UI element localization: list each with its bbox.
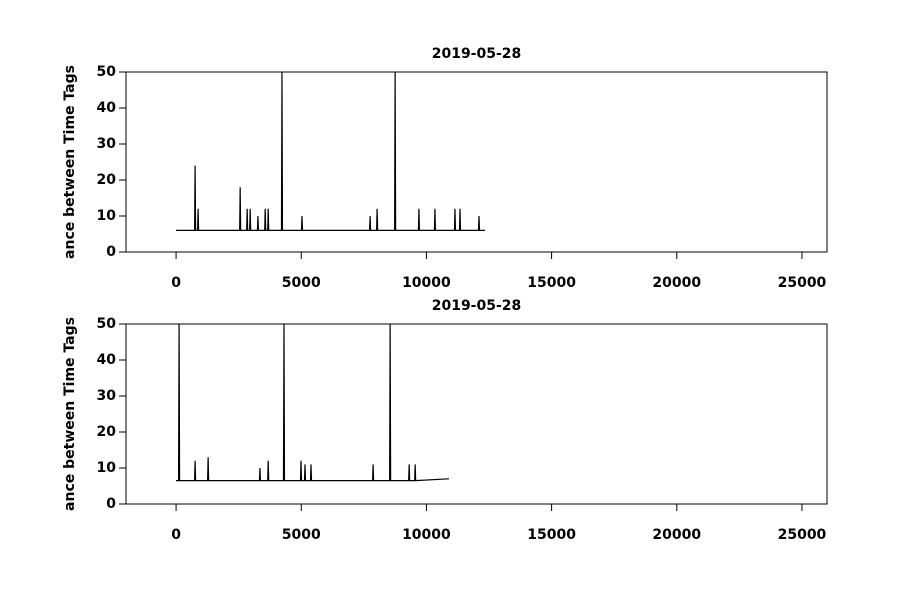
x-tick-label: 20000	[652, 527, 701, 543]
y-tick-label: 40	[97, 100, 117, 116]
plot-frame	[125, 323, 828, 505]
y-axis-label: ance between Time Tags	[62, 317, 78, 511]
x-tick-label: 5000	[282, 527, 321, 543]
y-tick-label: 40	[97, 352, 117, 368]
chart-title: 2019-05-28	[432, 46, 522, 62]
x-tick-label: 20000	[652, 275, 701, 291]
data-line	[176, 71, 486, 231]
x-tick-label: 15000	[527, 527, 576, 543]
x-tick-label: 0	[171, 275, 181, 291]
y-tick-label: 50	[97, 64, 117, 80]
y-tick-label: 0	[106, 496, 116, 512]
x-tick-label: 15000	[527, 275, 576, 291]
x-tick-label: 25000	[778, 527, 827, 543]
y-tick-label: 10	[97, 460, 117, 476]
x-tick-label: 0	[171, 527, 181, 543]
data-line	[176, 323, 449, 482]
y-tick-label: 10	[97, 208, 117, 224]
y-tick-label: 30	[97, 136, 117, 152]
plot-frame	[125, 71, 828, 253]
y-tick-label: 0	[106, 244, 116, 260]
y-tick-label: 30	[97, 388, 117, 404]
chart-title: 2019-05-28	[432, 298, 522, 314]
y-tick-label: 20	[97, 172, 117, 188]
y-tick-label: 20	[97, 424, 117, 440]
x-tick-label: 10000	[402, 527, 451, 543]
y-tick-label: 50	[97, 316, 117, 332]
y-axis-label: ance between Time Tags	[62, 65, 78, 259]
x-tick-label: 25000	[778, 275, 827, 291]
x-tick-label: 10000	[402, 275, 451, 291]
x-tick-label: 5000	[282, 275, 321, 291]
